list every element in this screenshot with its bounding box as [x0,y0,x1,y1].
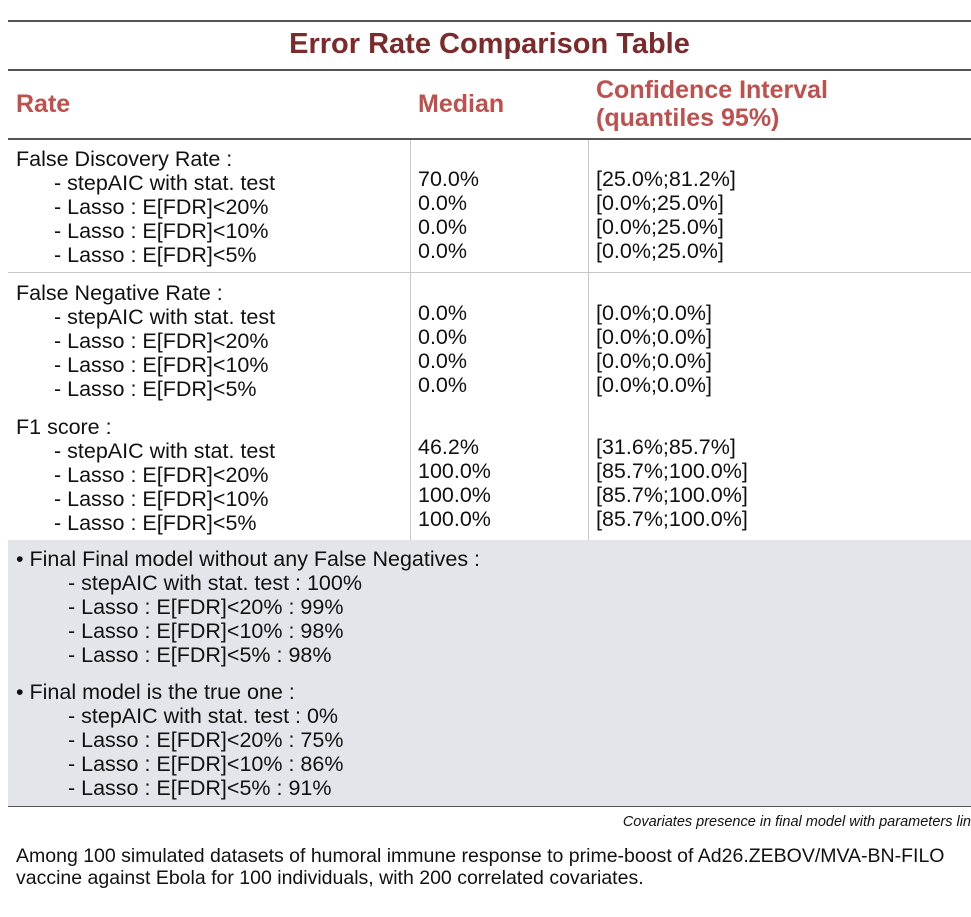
group-fnr-median: 0.0% 0.0% 0.0% 0.0% [418,301,467,397]
median-value: 46.2% [418,435,479,459]
group-label: False Discovery Rate : [16,147,233,171]
method-label: - Lasso : E[FDR]<20% [54,463,269,487]
summary-true-model: • Final model is the true one : - stepAI… [16,680,343,800]
summary-item: - Lasso : E[FDR]<20% : 75% [68,728,344,752]
summary-heading: • Final model is the true one : [16,680,295,704]
table-caption: Covariates presence in final model with … [622,814,971,830]
ci-value: [0.0%;0.0%] [596,301,712,325]
summary-item: - Lasso : E[FDR]<5% : 91% [68,776,332,800]
top-rule [8,20,971,22]
summary-panel: • Final Final model without any False Ne… [8,540,971,806]
median-value: 100.0% [418,507,491,531]
median-value: 0.0% [418,373,468,397]
method-label: - stepAIC with stat. test [54,305,276,329]
method-label: - Lasso : E[FDR]<5% [54,377,257,401]
group-f1-median: 46.2% 100.0% 100.0% 100.0% [418,435,491,531]
group-label: False Negative Rate : [16,281,223,305]
ci-value: [0.0%;25.0%] [596,239,724,263]
ci-value: [25.0%;81.2%] [596,167,736,191]
method-label: - Lasso : E[FDR]<20% [54,195,269,219]
method-label: - stepAIC with stat. test [54,439,276,463]
summary-item: - stepAIC with stat. test : 0% [68,704,339,728]
ci-value: [0.0%;25.0%] [596,191,724,215]
summary-item: - stepAIC with stat. test : 100% [68,571,362,595]
column-divider-ci [588,140,589,540]
median-value: 0.0% [418,325,468,349]
ci-value: [85.7%;100.0%] [596,459,748,483]
summary-bottom-rule [8,806,971,807]
median-value: 0.0% [418,349,468,373]
median-value: 0.0% [418,301,468,325]
ci-value: [85.7%;100.0%] [596,507,748,531]
header-rate: Rate [16,90,71,118]
method-label: - stepAIC with stat. test [54,171,276,195]
header-ci: Confidence Interval (quantiles 95%) [596,76,828,132]
method-label: - Lasso : E[FDR]<5% [54,243,257,267]
method-label: - Lasso : E[FDR]<20% [54,329,269,353]
summary-item: - Lasso : E[FDR]<10% : 98% [68,619,344,643]
table-title: Error Rate Comparison Table [289,28,690,60]
median-value: 100.0% [418,459,491,483]
method-label: - Lasso : E[FDR]<10% [54,487,269,511]
median-value: 70.0% [418,167,479,191]
group-fdr-ci: [25.0%;81.2%] [0.0%;25.0%] [0.0%;25.0%] … [596,167,736,263]
header-ci-line1: Confidence Interval [596,76,828,104]
ci-value: [0.0%;25.0%] [596,215,724,239]
ci-value: [85.7%;100.0%] [596,483,748,507]
summary-heading: • Final Final model without any False Ne… [16,547,481,571]
group-fdr: False Discovery Rate : - stepAIC with st… [16,147,275,267]
ci-value: [0.0%;0.0%] [596,373,712,397]
footnote: Among 100 simulated datasets of humoral … [16,845,945,889]
summary-item: - Lasso : E[FDR]<20% : 99% [68,595,344,619]
group-label: F1 score : [16,415,112,439]
median-value: 0.0% [418,215,468,239]
ci-value: [31.6%;85.7%] [596,435,736,459]
method-label: - Lasso : E[FDR]<10% [54,353,269,377]
group-fdr-median: 70.0% 0.0% 0.0% 0.0% [418,167,479,263]
method-label: - Lasso : E[FDR]<5% [54,511,257,535]
group-separator [8,272,971,273]
group-f1-ci: [31.6%;85.7%] [85.7%;100.0%] [85.7%;100.… [596,435,748,531]
method-label: - Lasso : E[FDR]<10% [54,219,269,243]
header-bottom-rule [8,138,971,140]
column-divider-median [410,140,411,540]
median-value: 100.0% [418,483,491,507]
group-fnr-ci: [0.0%;0.0%] [0.0%;0.0%] [0.0%;0.0%] [0.0… [596,301,712,397]
summary-no-false-negatives: • Final Final model without any False Ne… [16,547,480,667]
header-top-rule [8,69,971,71]
median-value: 0.0% [418,239,468,263]
header-ci-line2: (quantiles 95%) [596,104,780,132]
ci-value: [0.0%;0.0%] [596,349,712,373]
summary-item: - Lasso : E[FDR]<10% : 86% [68,752,344,776]
group-fnr: False Negative Rate : - stepAIC with sta… [16,281,275,401]
ci-value: [0.0%;0.0%] [596,325,712,349]
header-median: Median [418,90,505,118]
group-f1: F1 score : - stepAIC with stat. test - L… [16,415,275,535]
median-value: 0.0% [418,191,468,215]
summary-item: - Lasso : E[FDR]<5% : 98% [68,643,332,667]
